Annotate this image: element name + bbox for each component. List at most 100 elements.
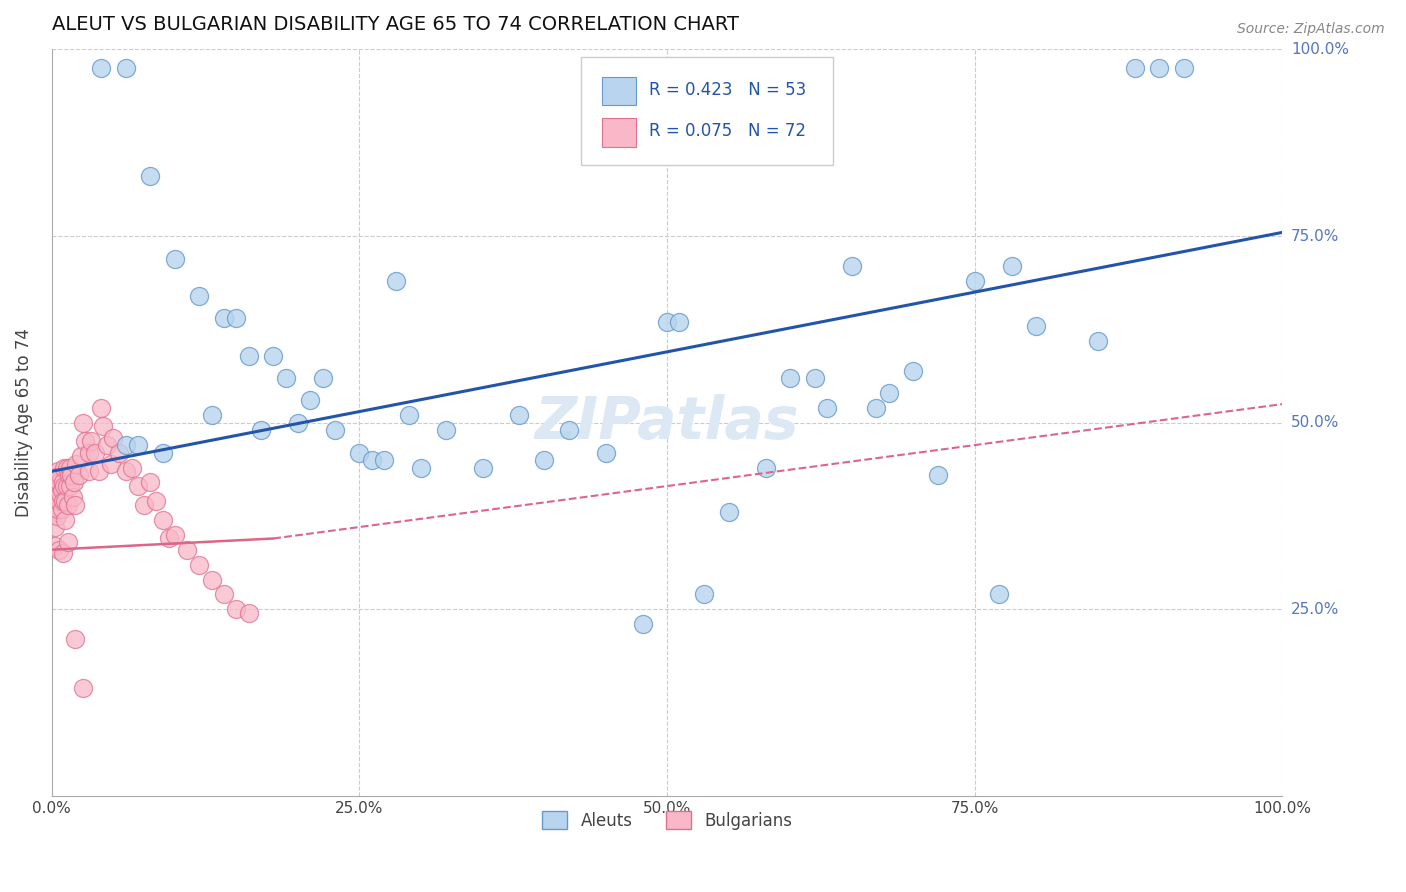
Text: ALEUT VS BULGARIAN DISABILITY AGE 65 TO 74 CORRELATION CHART: ALEUT VS BULGARIAN DISABILITY AGE 65 TO … [52,15,738,34]
Point [201,573,224,587]
Point [238,349,260,363]
Point [1087,334,1109,348]
Point [49,468,72,483]
Point [360,453,382,467]
Point [80,434,103,449]
Point [53,479,76,493]
Point [90,401,112,415]
Y-axis label: Disability Age 65 to 74: Disability Age 65 to 74 [15,328,32,517]
Point [755,460,778,475]
Point [533,453,555,467]
Point [121,460,143,475]
Bar [602,77,637,105]
Point [877,385,900,400]
Point [44,520,66,534]
Point [60,468,83,483]
Point [44,472,66,486]
Point [127,438,149,452]
Point [127,479,149,493]
Point [139,169,162,184]
Point [44,475,66,490]
Text: R = 0.075   N = 72: R = 0.075 N = 72 [648,122,806,140]
Point [157,532,180,546]
Legend: Aleuts, Bulgarians: Aleuts, Bulgarians [536,805,799,837]
Text: 50.0%: 50.0% [1291,416,1339,430]
Point [139,475,162,490]
Point [114,464,136,478]
Point [48,542,70,557]
Point [152,445,174,459]
Point [46,501,69,516]
Point [87,464,110,478]
Point [48,475,70,490]
Point [471,460,494,475]
Point [1123,61,1146,75]
Point [176,542,198,557]
Point [77,464,100,478]
Point [287,416,309,430]
Point [56,535,79,549]
Point [250,423,273,437]
Point [717,505,740,519]
Point [841,259,863,273]
Point [779,371,801,385]
Point [65,457,87,471]
Point [62,491,84,505]
Point [152,513,174,527]
Point [963,274,986,288]
Point [988,587,1011,601]
Point [1001,259,1024,273]
Point [52,546,75,560]
Point [55,479,77,493]
Point [49,486,72,500]
Point [42,479,65,493]
Point [262,349,284,363]
Text: 75.0%: 75.0% [1291,228,1339,244]
Point [274,371,297,385]
Point [59,479,82,493]
Point [212,311,235,326]
Point [52,475,75,490]
Point [132,498,155,512]
Point [45,509,67,524]
Point [46,464,69,478]
Point [63,475,86,490]
Point [72,416,94,430]
Point [693,587,716,601]
Point [1149,61,1171,75]
Point [655,315,678,329]
Point [52,494,75,508]
Point [508,409,530,423]
Point [373,453,395,467]
Point [56,498,79,512]
Text: 100.0%: 100.0% [1291,42,1348,57]
Point [434,423,457,437]
Point [927,468,949,483]
Point [212,587,235,601]
Point [103,431,125,445]
Point [311,371,333,385]
Point [815,401,838,415]
Point [44,498,66,512]
Point [163,528,186,542]
Point [114,438,136,452]
Text: R = 0.423   N = 53: R = 0.423 N = 53 [648,81,806,99]
Text: Source: ZipAtlas.com: Source: ZipAtlas.com [1237,22,1385,37]
Point [409,460,432,475]
Point [225,311,247,326]
Point [63,632,86,647]
Point [59,460,82,475]
Point [865,401,887,415]
Point [108,445,131,459]
Point [903,363,925,377]
Point [225,602,247,616]
Point [595,445,617,459]
Point [51,483,73,497]
Point [201,409,224,423]
Point [238,606,260,620]
Text: ZIPatlas: ZIPatlas [534,394,800,451]
Point [1025,318,1047,333]
Point [114,61,136,75]
Point [668,315,690,329]
Point [45,491,67,505]
